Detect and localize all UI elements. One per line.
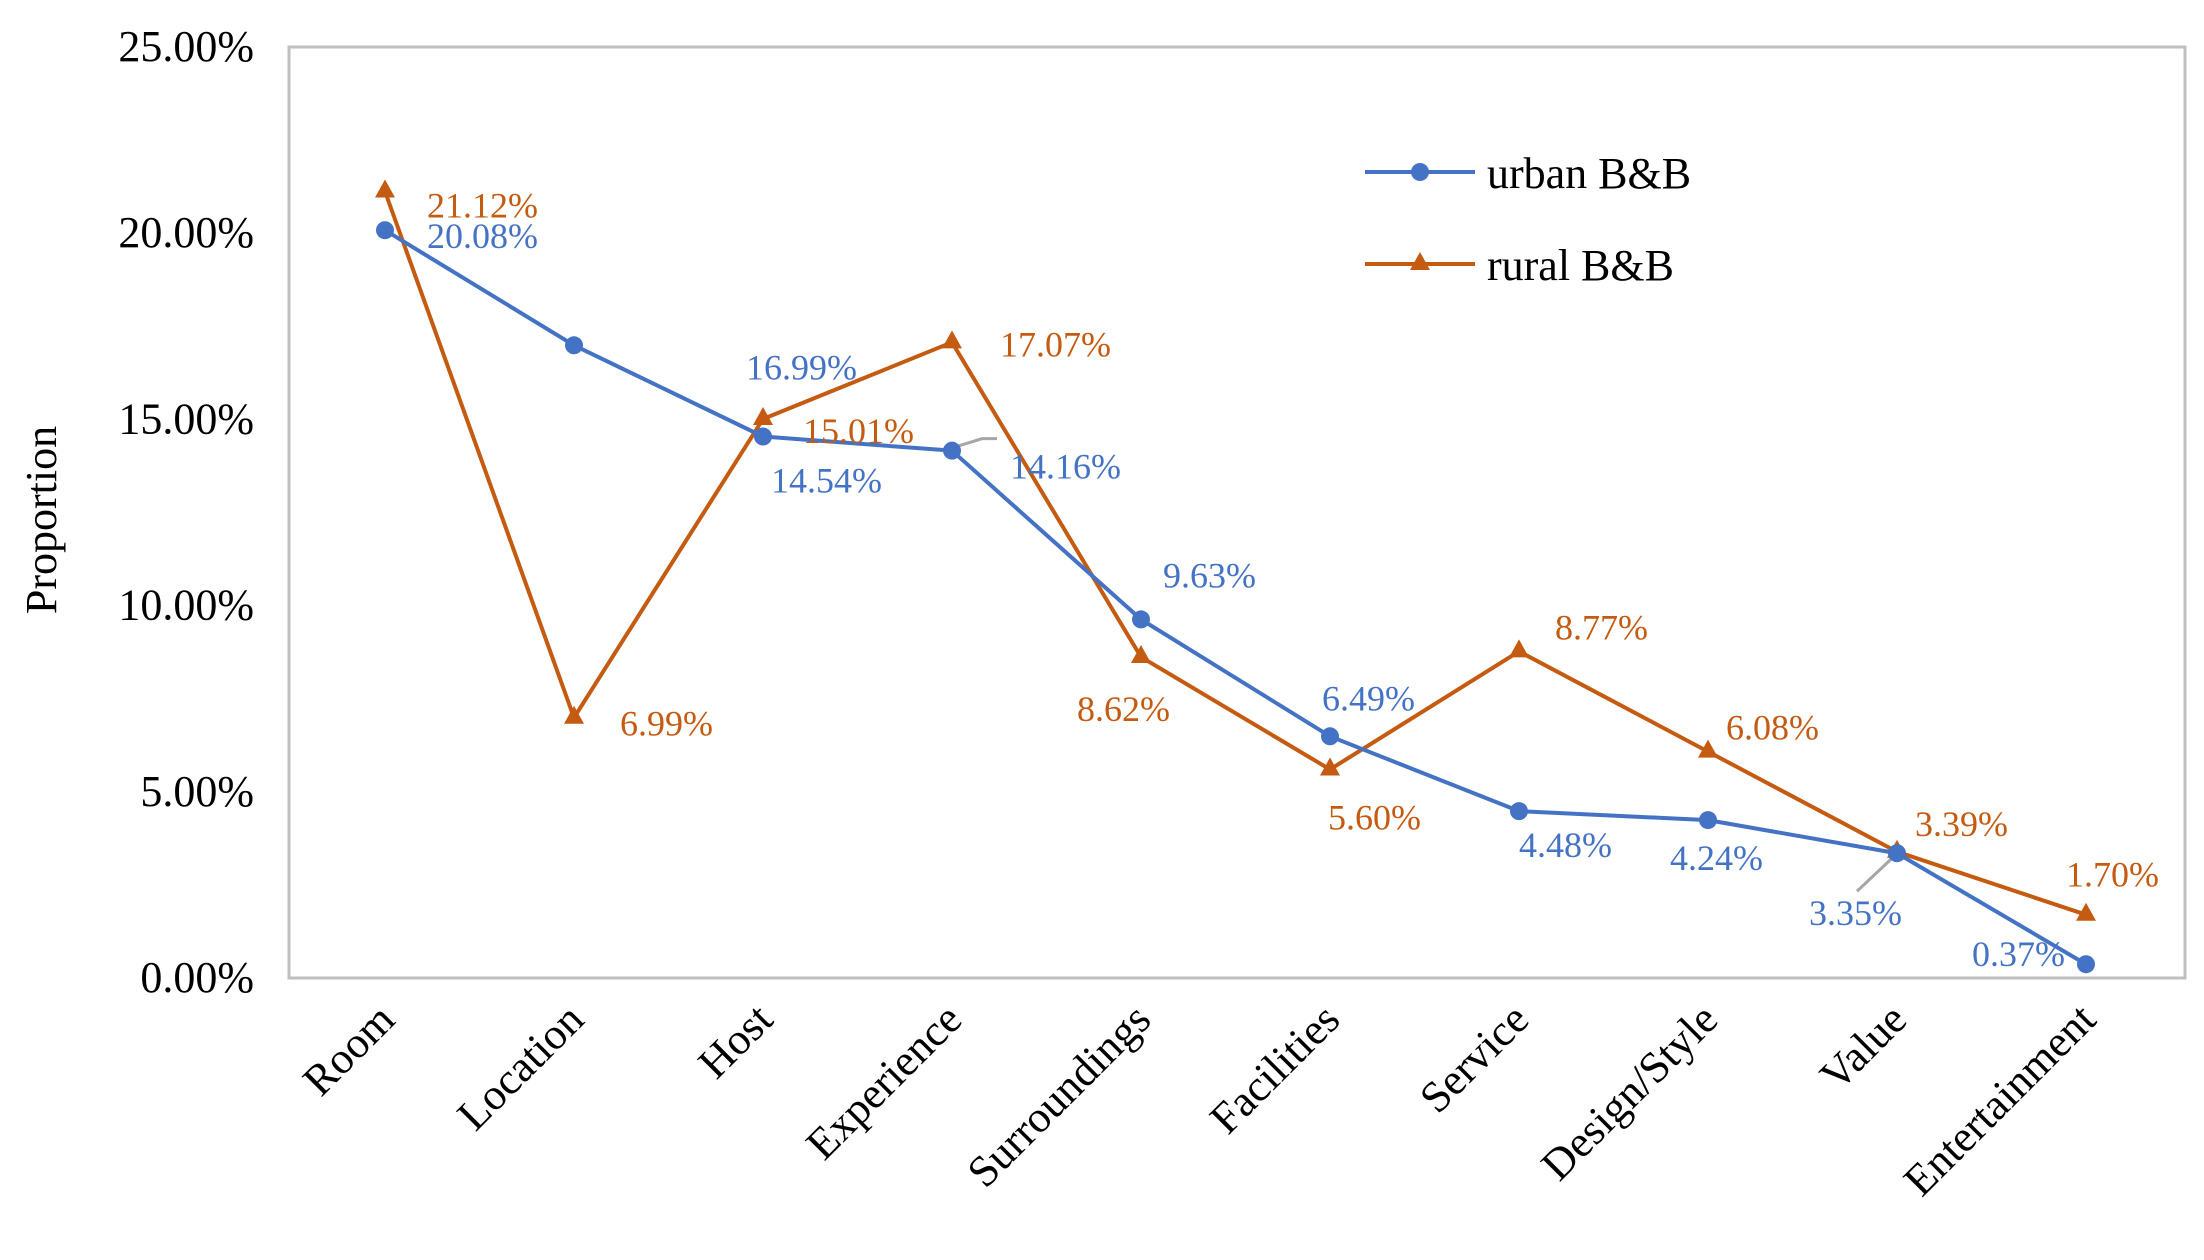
point-rural [2076, 902, 2096, 921]
data-label-rural: 3.39% [1915, 804, 2008, 844]
leader-line [955, 437, 997, 449]
point-urban [754, 427, 772, 446]
y-tick-label: 15.00% [118, 394, 254, 443]
point-urban [565, 336, 583, 355]
point-rural [942, 330, 962, 349]
data-label-rural: 6.99% [620, 704, 713, 744]
x-tick-label: Surroundings [958, 994, 1160, 1196]
data-label-urban: 4.24% [1670, 838, 1763, 878]
legend-label-urban: urban B&B [1487, 149, 1691, 198]
point-rural [564, 705, 584, 724]
data-label-rural: 1.70% [2066, 855, 2159, 895]
point-urban [1132, 610, 1150, 629]
point-rural [1698, 739, 1718, 758]
data-label-rural: 17.07% [1000, 324, 1111, 364]
y-axis-title: Proportion [17, 426, 66, 614]
data-label-rural: 5.60% [1328, 797, 1421, 837]
x-tick-label: Service [1410, 994, 1538, 1122]
x-tick-label: Room [293, 994, 404, 1105]
series-line-rural [383, 190, 2087, 917]
data-label-rural: 6.08% [1726, 708, 1819, 748]
y-tick-label: 5.00% [140, 767, 254, 816]
legend: urban B&B rural B&B [1365, 149, 1691, 290]
y-tick-label: 25.00% [118, 22, 254, 71]
x-tick-label: Design/Style [1532, 994, 1727, 1189]
point-urban [1888, 844, 1906, 863]
series-line-urban [383, 228, 2088, 966]
x-tick-label: Experience [797, 994, 972, 1169]
data-label-urban: 14.16% [1010, 447, 1121, 487]
point-rural [1131, 644, 1151, 663]
x-tick-label: Value [1811, 994, 1916, 1099]
x-tick-label: Entertainment [1894, 994, 2105, 1205]
point-urban [376, 221, 394, 240]
point-rural [375, 179, 395, 198]
data-label-rural: 8.77% [1555, 607, 1648, 647]
point-urban [943, 441, 961, 460]
point-urban [1510, 802, 1528, 821]
data-label-urban: 20.08% [427, 216, 538, 256]
legend-label-rural: rural B&B [1487, 241, 1674, 290]
x-tick-label: Facilities [1200, 994, 1349, 1143]
y-tick-label: 0.00% [140, 953, 254, 1002]
legend-marker-rural [1410, 252, 1430, 270]
data-label-urban: 0.37% [1972, 934, 2065, 974]
plot-area-border [287, 45, 2187, 980]
point-urban [1699, 811, 1717, 830]
leader-line [1855, 858, 1893, 893]
data-label-rural: 21.12% [427, 185, 538, 225]
data-label-urban: 6.49% [1322, 678, 1415, 718]
data-label-urban: 3.35% [1809, 893, 1902, 933]
legend-marker-urban [1411, 163, 1429, 181]
y-tick-label: 20.00% [118, 208, 254, 257]
point-urban [2077, 955, 2095, 974]
data-label-rural: 15.01% [803, 411, 914, 451]
point-urban [1321, 727, 1339, 746]
data-label-urban: 16.99% [746, 347, 857, 387]
point-rural [1320, 757, 1340, 776]
y-tick-label: 10.00% [118, 581, 254, 630]
x-tick-label: Location [448, 994, 593, 1139]
point-rural [1509, 639, 1529, 658]
data-label-urban: 14.54% [771, 461, 882, 501]
data-label-rural: 8.62% [1077, 689, 1170, 729]
data-label-urban: 9.63% [1163, 555, 1256, 595]
x-tick-label: Host [689, 994, 782, 1087]
point-rural [753, 407, 773, 426]
data-label-urban: 4.48% [1519, 825, 1612, 865]
